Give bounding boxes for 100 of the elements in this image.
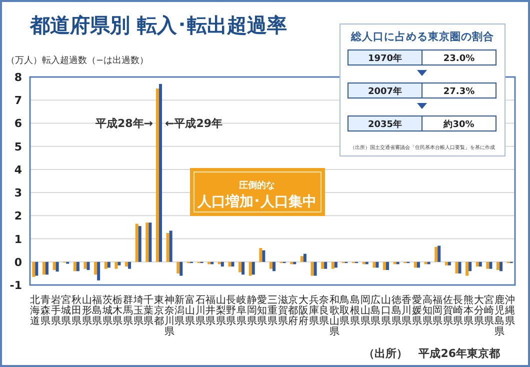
bar (97, 262, 100, 280)
x-tick-label: 愛知県 (257, 294, 268, 327)
bar (310, 262, 314, 276)
bar (84, 262, 87, 269)
bar (466, 262, 469, 276)
series-label: ←平成29年 (164, 117, 223, 130)
bar (94, 262, 98, 275)
bar (272, 262, 276, 272)
bar (476, 262, 479, 267)
bar (146, 222, 149, 262)
x-tick-label: 奈良県 (319, 295, 330, 327)
annotation: 人口増加･人口集中 (196, 193, 316, 210)
x-tick-label: 東京都 (154, 294, 164, 327)
x-tick-label: 茨城県 (101, 294, 112, 327)
x-tick-label: 大阪府 (298, 294, 308, 327)
x-tick-label: 福岡県 (432, 294, 443, 327)
bar (176, 262, 180, 274)
x-tick-label: 宮崎県 (484, 294, 494, 327)
x-tick-label: 島根県 (350, 294, 360, 327)
bar (496, 262, 500, 270)
bar (248, 262, 252, 276)
bar (331, 262, 334, 269)
x-tick-label: 長野県 (226, 295, 236, 327)
x-tick-label: 福島県 (92, 294, 102, 327)
bar (334, 262, 338, 268)
x-tick-label: 山口県 (381, 294, 392, 327)
x-tick-label: 栃木県 (112, 294, 123, 327)
x-tick-label: 香川県 (402, 294, 412, 327)
bar (259, 248, 262, 262)
bar (438, 246, 441, 262)
bar (414, 262, 417, 268)
y-tick-label: -1 (10, 279, 22, 292)
x-tick-label: 鳥取県 (338, 294, 350, 327)
x-tick-label: 岩手県 (50, 294, 61, 327)
x-tick-label: 徳島県 (391, 295, 402, 327)
bar (500, 262, 503, 272)
x-tick-label: 高知県 (422, 294, 432, 327)
text: 27.3% (443, 87, 475, 97)
x-tick-label: 広島県 (370, 294, 381, 327)
x-tick-label: 和歌山県 (329, 294, 340, 338)
text: 約30% (444, 120, 474, 130)
x-tick-label: 北海道 (30, 294, 40, 327)
bar (32, 262, 36, 277)
x-tick-label: 神奈川県 (164, 294, 174, 338)
bar (416, 262, 420, 268)
bar (386, 262, 390, 270)
bar (45, 262, 48, 275)
x-tick-label: 兵庫県 (308, 294, 319, 327)
y-tick-label: 8 (14, 71, 22, 84)
bar (156, 88, 159, 262)
y-tick-label: 5 (14, 140, 22, 154)
x-tick-label: 鹿児島県 (494, 294, 505, 338)
bar (314, 262, 317, 276)
y-tick-label: 4 (14, 163, 22, 176)
bar (114, 262, 118, 269)
bar (158, 84, 162, 262)
bar (52, 262, 56, 270)
bar (252, 262, 255, 275)
bar (376, 262, 379, 268)
bar (372, 262, 376, 268)
bar (73, 262, 76, 272)
bar (228, 262, 232, 267)
bar (486, 262, 490, 269)
x-tick-label: 福井県 (206, 294, 216, 327)
y-tick-label: 6 (14, 117, 22, 130)
x-tick-label: 富山県 (184, 294, 195, 327)
bar (383, 262, 386, 270)
bar (448, 262, 451, 266)
annotation: 圧倒的な (238, 180, 275, 191)
bar (303, 254, 306, 262)
bar (321, 262, 324, 269)
bar (166, 233, 170, 262)
category-label: 2007年 (368, 86, 402, 97)
bar (138, 226, 142, 262)
bar (148, 222, 152, 262)
series-label: 平成28年→ (94, 117, 153, 130)
category-label: 1970年 (368, 53, 402, 64)
x-tick-label: 熊本県 (464, 294, 474, 327)
x-tick-label: 石川県 (195, 295, 206, 327)
y-axis-title: （万人）転入超過数（−は出過数） (6, 55, 149, 66)
bar (455, 262, 458, 274)
x-tick-label: 埼玉県 (132, 294, 144, 327)
y-tick-label: 3 (14, 186, 22, 200)
x-tick-label: 宮城県 (60, 294, 72, 327)
y-tick-label: 2 (14, 210, 22, 223)
x-tick-label: 滋賀県 (278, 294, 288, 327)
x-tick-label: 京都府 (288, 294, 298, 327)
x-tick-label: 大分県 (474, 294, 484, 327)
x-tick-label: 岡山県 (360, 295, 370, 327)
bar (135, 224, 138, 262)
x-tick-label: 青森県 (40, 294, 50, 327)
bar (434, 246, 438, 262)
text: （出所） 平成26年東京都 (364, 347, 500, 360)
x-tick-label: 山梨県 (216, 294, 226, 327)
x-tick-label: 三重県 (268, 295, 278, 327)
x-tick-label: 千葉県 (144, 294, 154, 327)
bar (107, 262, 110, 268)
bar (444, 262, 448, 266)
x-tick-label: 佐賀県 (442, 295, 453, 327)
bar (180, 262, 183, 276)
